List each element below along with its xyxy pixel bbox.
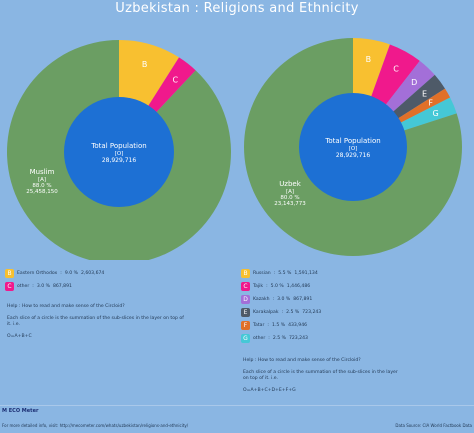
legend-text: other:3.0 % 867,891 [17,284,75,289]
legend-name: Karakalpak [253,310,279,315]
legend-colon: : [273,271,276,276]
legend-value: 867,891 [293,297,313,302]
legend-text: Eastern Orthodox:9.0 % 2,603,674 [17,271,107,276]
legend-percent: 9.0 % [64,271,78,276]
religions-center-label: Total Population [90,142,146,150]
legend-text: Karakalpak:2.5 % 723,243 [253,310,324,315]
legend-text: other:2.5 % 723,243 [253,336,311,341]
legend-badge: E [241,308,250,317]
ethnicity-major-name: Uzbek [279,180,302,188]
legend-text: Tajik:5.0 % 1,446,486 [253,284,313,289]
legend-badge: G [241,334,250,343]
legend-percent: 3.0 % [36,284,50,289]
ethnicity-slice-label-f: F [428,99,433,108]
legend-badge: F [241,321,250,330]
ethnicity-major-percent: 80.0 % [280,195,299,201]
legend-value: 433,946 [288,323,308,328]
legend-badge: C [241,282,250,291]
legend-value: 1,446,486 [286,284,311,289]
religions-help-line: Help : How to read and make sense of the… [7,304,125,309]
logo-text: ECO Meter [8,408,39,414]
legend-percent: 1.5 % [271,323,286,328]
legend-badge: B [241,269,250,278]
legend-badge: C [5,282,14,291]
religions-major-percent: 88.0 % [32,183,51,189]
ethnicity-major-value: 23,143,773 [274,201,306,207]
ethnicity-help-line: Each slice of a circle is the summation … [243,369,398,382]
legend-colon: : [266,284,268,289]
legend-name: Russian [253,271,271,276]
ethnicity-legend-item-e: E Karakalpak:2.5 % 723,243 [241,307,324,318]
ethnicity-slice-label-c: C [393,65,399,74]
page-title: Uzbekistan : Religions and Ethnicity [115,1,359,16]
religions-help-line: O=A+B+C [7,333,32,339]
legend-percent: 2.5 % [272,336,286,341]
religions-center-sub: [O] [115,151,124,157]
religions-center-disc [64,97,174,207]
religions-major-id: [A] [38,177,46,183]
legend-percent: 5.5 % [278,271,292,276]
legend-name: other [17,284,30,289]
ethnicity-slice-label-e: E [422,89,427,98]
religions-major-name: Muslim [30,168,55,176]
footer-url-link[interactable]: For more detailed info, visit: http://me… [2,423,189,428]
religions-major-value: 25,458,150 [26,189,58,195]
ethnicity-center-value: 28,929,716 [336,152,371,159]
legend-name: Eastern Orthodox [17,271,58,276]
ethnicity-legend-item-d: D Kazakh:3.0 % 867,891 [241,294,324,305]
legend-name: Tajik [253,284,264,289]
legend-colon: : [272,297,275,302]
ethnicity-legend: B Russian:5.5 % 1,591,134 C Tajik:5.0 % 1,446… [241,268,324,346]
religions-slice-label-c: C [172,75,178,84]
legend-percent: 3.0 % [277,297,291,302]
legend-value: 2,603,674 [80,271,105,276]
legend-name: other [253,336,266,341]
ethnicity-slice-label-b: B [366,55,372,64]
religions-help-line: Each slice of a circle is the summation … [7,315,184,328]
ethnicity-help-line: Help : How to read and make sense of the… [243,358,361,363]
legend-text: Russian:5.5 % 1,591,134 [253,271,321,276]
legend-colon: : [267,323,269,328]
ethnicity-center-disc [299,93,407,201]
footer-divider [0,405,474,406]
religions-center-value: 28,929,716 [102,157,137,164]
legend-value: 723,243 [288,336,308,341]
legend-percent: 5.0 % [270,284,284,289]
legend-name: Tatar [253,323,265,328]
legend-percent: 2.5 % [286,310,300,315]
ethnicity-legend-item-f: F Tatar:1.5 % 433,946 [241,320,324,331]
legend-value: 1,591,134 [294,271,318,276]
legend-colon: : [60,271,62,276]
ethnicity-legend-item-c: C Tajik:5.0 % 1,446,486 [241,281,324,292]
legend-value: 723,243 [302,310,322,315]
ethnicity-major-id: [A] [286,189,294,195]
legend-text: Kazakh:3.0 % 867,891 [253,297,315,302]
legend-text: Tatar:1.5 % 433,946 [253,323,310,328]
legend-colon: : [268,336,270,341]
ethnicity-slice-label-d: D [411,78,417,87]
ethnicity-slice-label-g: G [432,109,438,118]
mecometer-logo[interactable]: M ECO Meter [2,408,38,414]
ethnicity-center-label: Total Population [324,137,380,145]
legend-value: 867,891 [52,284,72,289]
ethnicity-help-line: O=A+B+C+D+E+F+G [243,387,296,393]
religions-slice-label-b: B [142,60,148,69]
ethnicity-legend-item-b: B Russian:5.5 % 1,591,134 [241,268,324,279]
religions-help: Help : How to read and make sense of the… [7,304,187,345]
legend-name: Kazakh [253,297,270,302]
legend-badge: D [241,295,250,304]
ethnicity-help: Help : How to read and make sense of the… [243,358,398,399]
religions-legend-item-b: B Eastern Orthodox:9.0 % 2,603,674 [5,268,107,279]
legend-colon: : [32,284,34,289]
ethnicity-center-sub: [O] [349,146,358,152]
legend-colon: : [281,310,284,315]
footer-source: Data Source: CIA World Factbook Data [395,423,472,428]
legend-badge: B [5,269,14,278]
logo-m-icon: M [2,408,7,414]
